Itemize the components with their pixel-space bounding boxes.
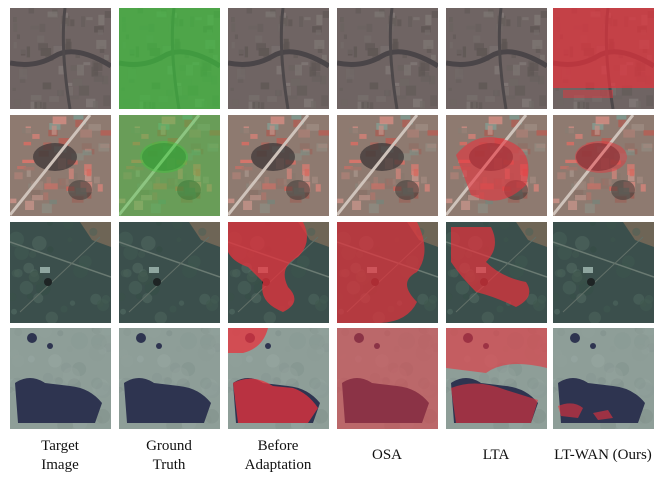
satellite-image-urban-gray bbox=[446, 8, 547, 109]
satellite-image-fields-road bbox=[553, 222, 654, 323]
cell-row-1-target bbox=[10, 8, 111, 109]
cell-row-1-lta bbox=[446, 8, 547, 109]
satellite-image-forest-patch bbox=[228, 328, 329, 429]
cell-row-3-ltwan bbox=[553, 222, 654, 323]
column-label-before: Before Adaptation bbox=[244, 438, 312, 473]
satellite-image-forest-patch bbox=[553, 328, 654, 429]
satellite-image-urban-rooftops bbox=[446, 115, 547, 216]
column-label-ltwan: LT-WAN (Ours) bbox=[554, 447, 652, 463]
satellite-image-urban-gray bbox=[553, 8, 654, 109]
cell-row-1-before bbox=[228, 8, 329, 109]
column-label-osa: OSA bbox=[371, 447, 402, 463]
cell-row-4-target bbox=[10, 328, 111, 429]
satellite-image-urban-gray bbox=[228, 8, 329, 109]
satellite-image-urban-gray bbox=[337, 8, 438, 109]
satellite-image-urban-rooftops bbox=[553, 115, 654, 216]
column-label-target: Target Image bbox=[41, 438, 79, 473]
satellite-image-forest-patch bbox=[446, 328, 547, 429]
cell-row-1-osa bbox=[337, 8, 438, 109]
satellite-image-urban-rooftops bbox=[119, 115, 220, 216]
cell-row-3-before bbox=[228, 222, 329, 323]
cell-row-2-before bbox=[228, 115, 329, 216]
cell-row-4-before bbox=[228, 328, 329, 429]
column-label-gt: Ground Truth bbox=[146, 438, 192, 473]
cell-row-3-gt bbox=[119, 222, 220, 323]
column-label-lta: LTA bbox=[482, 447, 510, 463]
satellite-image-urban-rooftops bbox=[228, 115, 329, 216]
satellite-image-fields-road bbox=[10, 222, 111, 323]
cell-row-3-lta bbox=[446, 222, 547, 323]
cell-row-2-ltwan bbox=[553, 115, 654, 216]
cell-row-2-lta bbox=[446, 115, 547, 216]
satellite-image-urban-rooftops bbox=[10, 115, 111, 216]
cell-row-3-osa bbox=[337, 222, 438, 323]
cell-row-2-gt bbox=[119, 115, 220, 216]
cell-row-2-osa bbox=[337, 115, 438, 216]
cell-row-4-lta bbox=[446, 328, 547, 429]
satellite-image-forest-patch bbox=[10, 328, 111, 429]
satellite-image-forest-patch bbox=[337, 328, 438, 429]
cell-row-4-ltwan bbox=[553, 328, 654, 429]
satellite-image-urban-gray bbox=[10, 8, 111, 109]
satellite-image-fields-road bbox=[337, 222, 438, 323]
satellite-image-urban-gray bbox=[119, 8, 220, 109]
satellite-image-forest-patch bbox=[119, 328, 220, 429]
cell-row-1-gt bbox=[119, 8, 220, 109]
cell-row-3-target bbox=[10, 222, 111, 323]
satellite-image-fields-road bbox=[446, 222, 547, 323]
satellite-image-fields-road bbox=[119, 222, 220, 323]
cell-row-4-gt bbox=[119, 328, 220, 429]
satellite-image-fields-road bbox=[228, 222, 329, 323]
cell-row-4-osa bbox=[337, 328, 438, 429]
satellite-image-urban-rooftops bbox=[337, 115, 438, 216]
cell-row-2-target bbox=[10, 115, 111, 216]
cell-row-1-ltwan bbox=[553, 8, 654, 109]
